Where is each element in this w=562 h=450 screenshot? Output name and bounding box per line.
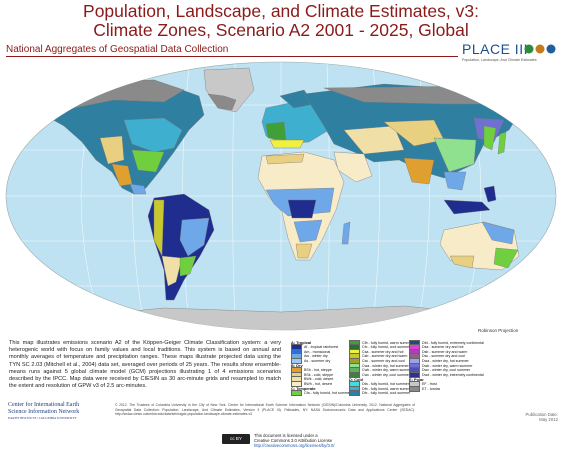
publication-label: Publication Date: <box>525 412 559 417</box>
legend-swatch <box>291 357 302 364</box>
publication-value: May 2012 <box>539 417 558 422</box>
legend-item-dwd: Dwd - winter dry, extremely continental <box>409 371 484 378</box>
madagascar <box>341 221 351 245</box>
legend-label: Dsc - summer dry and cool <box>422 354 465 359</box>
legend-swatch <box>291 390 302 397</box>
legend-label: Dfa - fully humid, hot summer <box>362 381 409 386</box>
world-climate-map <box>5 61 557 331</box>
north-america <box>43 79 205 195</box>
legend-item-et: ET - tundra <box>409 385 440 392</box>
legend-item-cwc: Cwc - winter dry, cool summer <box>349 371 411 378</box>
legend-label: BWk - cold, desert <box>304 377 334 382</box>
legend-label: Cfb - fully humid, warm summer <box>362 340 413 345</box>
legend-label: Dfd - fully humid, extremely continental <box>422 340 484 345</box>
credits-text: © 2012. The Trustees of Columbia Univers… <box>115 403 415 417</box>
ciesin-name-line-2: Science Information Network <box>8 409 80 415</box>
legend-heading: A: Tropical <box>291 340 312 345</box>
map-description: This map illustrates emissions scenario … <box>9 340 281 390</box>
ciesin-name-line-1: Center for International Earth <box>8 402 80 408</box>
legend-label: Cfc - fully humid, cool summer <box>362 345 411 350</box>
legend-label: Cwc - winter dry, cool summer <box>362 372 411 377</box>
legend-swatch <box>349 390 360 397</box>
legend-swatch <box>349 371 360 378</box>
legend-label: ET - tundra <box>422 386 440 391</box>
legend-label: Dsa - summer dry and hot <box>422 345 464 350</box>
legend-label: Csb - summer dry and warm <box>362 354 408 359</box>
legend-label: BSk - cold, steppe <box>304 372 334 377</box>
legend-swatch <box>409 371 420 378</box>
legend-label: Dfb - fully humid, warm summer <box>362 386 413 391</box>
legend-label: As - summer dry <box>304 358 331 363</box>
new-zealand <box>527 265 537 285</box>
legend-label: Af - tropical rainforest <box>304 345 339 350</box>
legend-swatch <box>409 385 420 392</box>
legend-label: BWh - hot, desert <box>304 381 332 386</box>
legend-label: Dwb - winter dry, warm summer <box>422 363 473 368</box>
legend-item-cfa: Cfa - fully humid, hot summer <box>291 390 351 397</box>
legend-item-bwh: BWh - hot, desert <box>291 380 332 387</box>
legend-heading: D: Cold <box>349 376 363 382</box>
publication-date: Publication Date: May 2012 <box>520 412 559 422</box>
legend-label: Cwb - winter dry, warm summer <box>362 368 413 373</box>
legend-label: Cfa - fully humid, hot summer <box>304 391 351 396</box>
legend-swatch <box>291 380 302 387</box>
legend-heading: B: Dry <box>291 363 303 368</box>
legend-item-dfc: Dfc - fully humid, cool summer <box>349 390 411 397</box>
legend-label: Dwc - winter dry, cool summer <box>422 368 471 373</box>
place-logo: PLACE III Population, Landscape, And Cli… <box>460 41 558 67</box>
legend-label: EF - frost <box>422 381 437 386</box>
legend-label: Dfc - fully humid, cool summer <box>362 391 411 396</box>
license-link[interactable]: http://creativecommons.org/licenses/by/3… <box>254 443 335 448</box>
license-line-1: This document is licensed under a <box>254 433 318 438</box>
map-title: Population, Landscape, and Climate Estim… <box>0 2 562 40</box>
legend-label: Dwd - winter dry, extremely continental <box>422 372 484 377</box>
cc-by-badge[interactable]: cc BY <box>222 434 250 444</box>
collection-subtitle: National Aggregates of Geospatial Data C… <box>6 44 229 55</box>
legend-label: Csa - summer dry and hot <box>362 349 404 354</box>
logo-tagline: Population, Landscape, And Climate Estim… <box>462 58 537 62</box>
legend-item-as: As - summer dry <box>291 357 331 364</box>
title-divider <box>6 56 458 57</box>
title-line-2: Climate Zones, Scenario A2 2001 - 2025, … <box>93 20 469 40</box>
legend-label: Csc - summer dry and cool <box>362 358 405 363</box>
legend-label: BSh - hot, steppe <box>304 368 332 373</box>
climate-legend: A: Tropical Af - tropical rainforest Am - … <box>291 339 559 398</box>
legend-heading: C: Temperate <box>291 386 316 391</box>
legend-label: Cwa - winter dry, hot summer <box>362 363 409 368</box>
japan <box>497 131 507 155</box>
projection-label: Robinson Projection <box>478 328 519 333</box>
indonesia <box>443 199 491 215</box>
legend-label: Aw - winter dry <box>304 354 328 359</box>
legend-heading: E: Polar <box>409 376 424 382</box>
legend-label: Dsb - summer dry and warm <box>422 349 468 354</box>
legend-label: Dwa - winter dry, hot summer <box>422 358 469 363</box>
logo-wordmark: PLACE III <box>462 41 528 57</box>
ciesin-logo: Center for International Earth Science I… <box>8 402 113 420</box>
license-line-2: Creative Commons 3.0 Attribution License <box>254 438 333 443</box>
logo-icons <box>524 44 556 54</box>
legend-label: Am - monsoonal <box>304 349 331 354</box>
ciesin-affiliation: EARTH INSTITUTE | COLUMBIA UNIVERSITY <box>8 416 77 420</box>
title-line-1: Population, Landscape, and Climate Estim… <box>83 1 479 21</box>
